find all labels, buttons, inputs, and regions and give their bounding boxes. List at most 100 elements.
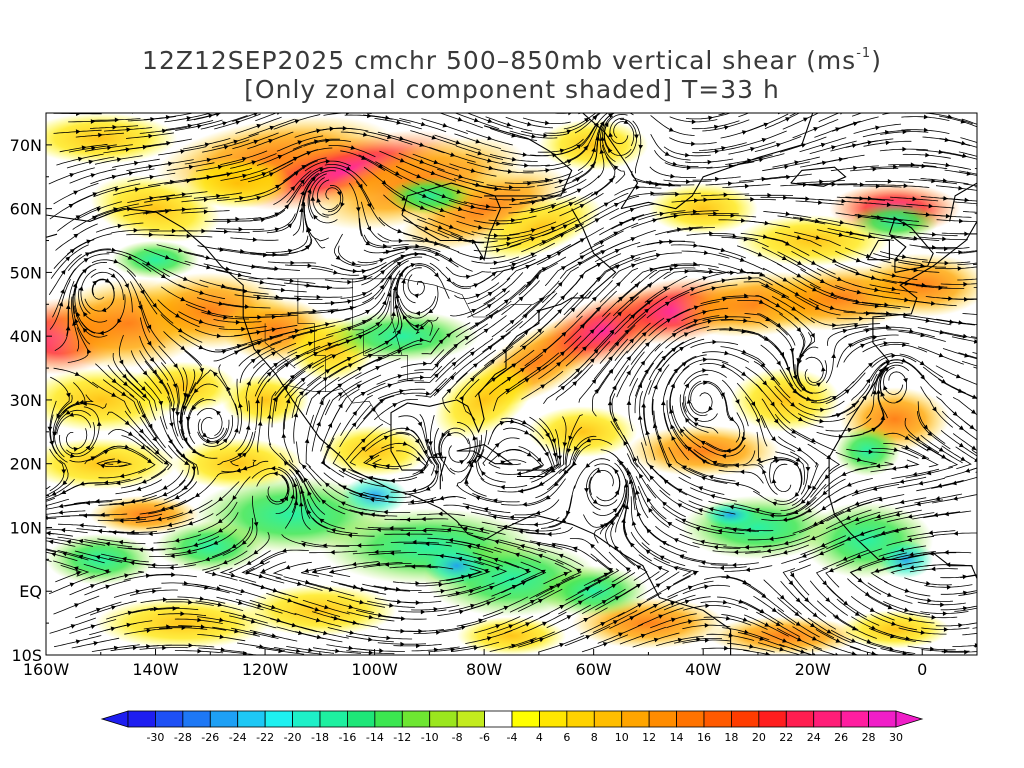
lat-label: 30N	[10, 391, 42, 410]
streamline-arrow	[449, 375, 455, 381]
streamline-arrow	[534, 528, 539, 534]
streamline	[958, 352, 977, 359]
streamline-arrow	[775, 302, 781, 308]
streamline-arrow	[508, 624, 514, 629]
streamline-arrow	[312, 309, 318, 314]
streamline	[718, 113, 728, 116]
streamline-arrow	[942, 611, 948, 616]
streamline-arrow	[926, 581, 931, 586]
colorbar-label: 20	[752, 731, 766, 744]
streamline-arrow	[700, 440, 706, 446]
streamline-arrow	[910, 162, 916, 168]
streamline-arrow	[78, 554, 84, 560]
streamline-arrow	[237, 272, 243, 278]
streamline-arrow	[853, 165, 858, 171]
streamline-arrow	[776, 142, 782, 148]
streamline	[813, 647, 838, 655]
streamline-arrow	[964, 197, 970, 203]
streamline-arrow	[66, 539, 72, 545]
streamline	[46, 559, 52, 562]
streamline-arrow	[351, 422, 357, 428]
streamline-arrow	[801, 386, 807, 391]
streamline-arrow	[717, 528, 723, 534]
streamline-arrow	[419, 159, 425, 164]
streamline-arrow	[527, 121, 532, 127]
streamline-arrow	[576, 144, 582, 149]
streamline-arrow	[257, 603, 263, 608]
streamline-arrow	[618, 296, 623, 302]
streamline-arrow	[912, 471, 918, 477]
streamline-arrow	[134, 160, 139, 166]
streamline-arrow	[294, 328, 300, 334]
streamline-arrow	[744, 293, 749, 299]
streamline-arrow	[557, 455, 562, 461]
streamline-arrow	[539, 637, 545, 643]
streamline-arrow	[769, 513, 775, 518]
streamline-arrow	[319, 400, 324, 406]
streamline-arrow	[409, 499, 415, 505]
streamline-arrow	[599, 103, 604, 107]
streamline-arrow	[874, 303, 880, 309]
streamline-arrow	[60, 269, 66, 275]
streamline-arrow	[981, 173, 986, 178]
streamline-arrow	[971, 409, 976, 414]
streamline-arrow	[741, 371, 747, 377]
streamline-arrow	[526, 452, 532, 457]
streamline	[255, 113, 278, 122]
streamline-arrow	[942, 236, 947, 242]
streamline-arrow	[486, 304, 492, 309]
streamline-arrow	[272, 587, 278, 593]
streamline-arrow	[561, 188, 567, 193]
streamline-arrow	[162, 597, 168, 603]
streamline-arrow	[646, 497, 652, 503]
streamline-arrow	[379, 284, 385, 290]
streamline-arrow	[348, 604, 354, 610]
streamline-arrow	[837, 276, 843, 281]
streamline-arrow	[859, 196, 864, 201]
streamline-arrow	[352, 410, 357, 416]
streamline-arrow	[1002, 388, 1007, 393]
streamline-arrow	[759, 608, 765, 614]
streamline-arrow	[519, 544, 525, 549]
streamline-arrow	[345, 166, 351, 171]
streamline-arrow	[79, 523, 84, 528]
streamline-arrow	[796, 273, 802, 278]
streamline-arrow	[681, 465, 687, 470]
streamline-arrow	[764, 220, 770, 226]
streamline-arrow	[250, 618, 256, 624]
shading-patch	[111, 240, 200, 279]
lat-label: 60N	[10, 200, 42, 219]
streamline-arrow	[697, 508, 703, 513]
streamline-arrow	[83, 258, 89, 263]
streamline-arrow	[216, 333, 222, 339]
streamline-arrow	[886, 324, 891, 330]
streamline-arrow	[462, 526, 468, 532]
streamline-arrow	[998, 123, 1003, 127]
streamline-arrow	[473, 117, 479, 123]
streamline-arrow	[999, 299, 1004, 304]
streamline-arrow	[366, 226, 372, 232]
streamline-arrow	[1004, 229, 1009, 234]
streamline-arrow	[291, 622, 297, 628]
streamline-arrow	[851, 651, 857, 655]
streamline	[980, 155, 1024, 170]
streamline-arrow	[611, 584, 617, 589]
streamline-arrow	[327, 342, 333, 347]
streamline-arrow	[314, 607, 320, 612]
streamline-arrow	[119, 473, 125, 479]
streamline-arrow	[191, 405, 197, 411]
streamline-arrow	[457, 116, 463, 122]
lat-label: 70N	[10, 136, 42, 155]
streamline-arrow	[580, 323, 585, 329]
streamline-arrow	[640, 633, 646, 639]
streamline-arrow	[373, 549, 379, 555]
streamline-arrow	[415, 243, 420, 249]
streamline-arrow	[113, 207, 119, 212]
streamline-arrow	[930, 566, 936, 572]
streamline-arrow	[583, 618, 589, 623]
streamline-arrow	[540, 569, 546, 575]
streamline-arrow	[820, 142, 826, 148]
streamline	[973, 286, 977, 288]
streamline-arrow	[306, 283, 311, 288]
